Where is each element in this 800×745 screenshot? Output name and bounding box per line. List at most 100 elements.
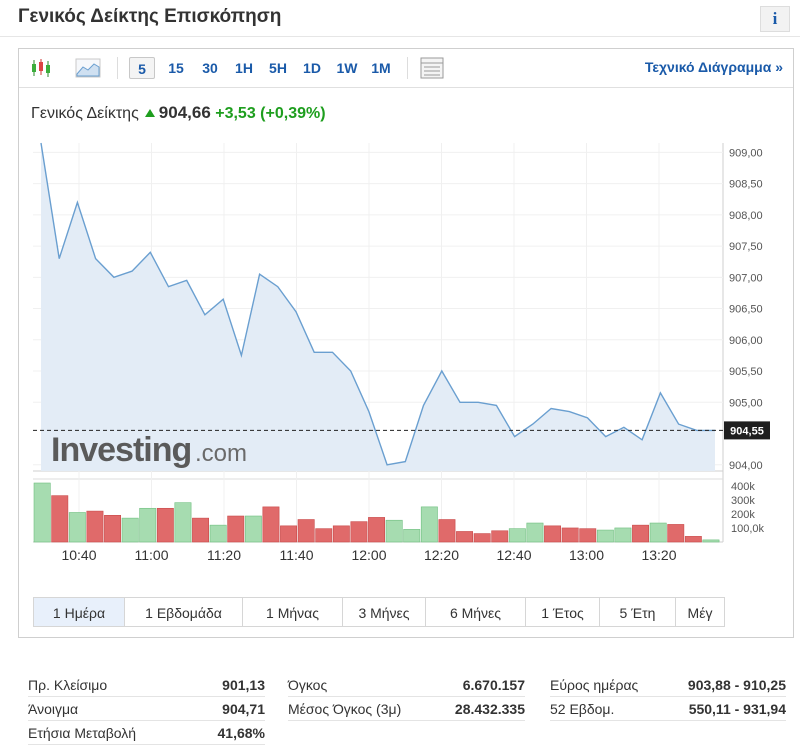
- range-tab-max[interactable]: Μέγ: [675, 597, 725, 627]
- volume-bar: [473, 533, 491, 543]
- index-price: 904,66: [158, 103, 211, 122]
- volume-bar: [684, 536, 702, 543]
- stat-value: 28.432.335: [454, 701, 525, 717]
- y-tick-label: 904,00: [729, 460, 763, 472]
- volume-bar: [561, 527, 579, 543]
- y-tick-label: 907,00: [729, 272, 763, 284]
- watermark-suffix: .com: [195, 440, 247, 467]
- stat-row: Άνοιγμα 904,71: [28, 698, 265, 721]
- stat-label: Άνοιγμα: [28, 701, 79, 717]
- x-tick-label: 12:00: [351, 547, 386, 563]
- volume-bar: [280, 525, 297, 543]
- x-tick-label: 13:20: [641, 547, 676, 563]
- volume-bar: [350, 521, 368, 543]
- volume-bar: [174, 502, 192, 543]
- watermark-brand: Investing: [51, 431, 191, 469]
- volume-tick-label: 200k: [731, 509, 755, 521]
- timeframe-5h[interactable]: 5H: [269, 60, 287, 76]
- stat-value: 904,71: [222, 701, 265, 717]
- volume-bar: [420, 506, 438, 543]
- volume-bar: [385, 519, 403, 543]
- price-line: [40, 142, 715, 466]
- timeframe-5[interactable]: 5: [129, 57, 155, 79]
- volume-bar: [544, 525, 562, 543]
- volume-bar: [649, 522, 667, 543]
- timeframe-15[interactable]: 15: [168, 60, 184, 76]
- volume-bar: [244, 515, 262, 543]
- timeframe-1d[interactable]: 1D: [303, 60, 321, 76]
- volume-bar: [596, 529, 614, 543]
- divider: [0, 36, 800, 37]
- volume-tick-label: 400k: [731, 481, 755, 493]
- x-tick-label: 12:20: [424, 547, 459, 563]
- y-tick-label: 906,00: [729, 335, 763, 347]
- x-tick-label: 10:40: [61, 547, 96, 563]
- range-tab-6m[interactable]: 6 Μήνες: [425, 597, 526, 627]
- timeframe-30[interactable]: 30: [202, 60, 218, 76]
- volume-bar: [702, 539, 720, 543]
- volume-bar: [156, 507, 174, 543]
- x-tick-label: 11:20: [207, 547, 241, 563]
- y-tick-label: 905,50: [729, 366, 763, 378]
- quote-header: Γενικός Δείκτης 904,66 +3,53 (+0,39%): [31, 103, 326, 123]
- range-tab-3m[interactable]: 3 Μήνες: [342, 597, 426, 627]
- stat-row: 52 Εβδομ. 550,11 - 931,94: [550, 698, 786, 721]
- y-tick-label: 907,50: [729, 241, 763, 253]
- volume-tick-label: 300k: [731, 495, 755, 507]
- stat-value: 903,88 - 910,25: [687, 677, 786, 693]
- chart-toolbar: 5 15 30 1H 5H 1D 1W 1M Τεχνικό Διάγραμμα…: [19, 49, 793, 88]
- volume-bar: [491, 530, 509, 543]
- index-name: Γενικός Δείκτης: [31, 105, 139, 122]
- volume-bar: [209, 524, 227, 543]
- volume-bar: [614, 527, 632, 543]
- volume-bar: [51, 495, 69, 543]
- volume-bar: [297, 519, 315, 543]
- table-view-icon[interactable]: [419, 56, 445, 80]
- range-tab-1d[interactable]: 1 Ημέρα: [33, 597, 125, 627]
- y-tick-label: 905,00: [729, 397, 763, 409]
- stat-row: Ετήσια Μεταβολή 41,68%: [28, 722, 265, 745]
- range-tab-1m[interactable]: 1 Μήνας: [242, 597, 343, 627]
- volume-bar: [456, 531, 473, 543]
- stat-label: 52 Εβδομ.: [550, 701, 615, 717]
- candlestick-icon[interactable]: [29, 56, 55, 80]
- stat-row: Πρ. Κλείσιμο 901,13: [28, 674, 265, 697]
- stat-value: 901,13: [222, 677, 265, 693]
- volume-tick-label: 100,0k: [731, 523, 765, 535]
- info-button[interactable]: i: [760, 6, 790, 32]
- price-area: [41, 143, 715, 471]
- stat-value: 550,11 - 931,94: [688, 701, 786, 717]
- timeframe-1w[interactable]: 1W: [336, 60, 358, 76]
- volume-bar: [526, 522, 544, 543]
- y-tick-label: 909,00: [729, 147, 763, 159]
- stat-value: 41,68%: [217, 725, 265, 741]
- volume-bar: [667, 524, 685, 543]
- volume-bar: [403, 529, 421, 543]
- toolbar-separator: [117, 57, 118, 79]
- x-tick-label: 12:40: [496, 547, 531, 563]
- y-tick-label: 906,50: [729, 304, 763, 316]
- volume-bar: [438, 519, 456, 543]
- technical-chart-link[interactable]: Τεχνικό Διάγραμμα »: [644, 59, 783, 75]
- last-value-box: [724, 421, 770, 440]
- stat-value: 6.670.157: [462, 677, 525, 693]
- volume-bar: [68, 512, 86, 543]
- stat-label: Όγκος: [288, 677, 328, 693]
- area-chart-icon[interactable]: [75, 56, 101, 80]
- volume-bar: [508, 528, 526, 543]
- volume-bar: [368, 517, 385, 543]
- y-tick-label: 908,00: [729, 210, 763, 222]
- timeframe-1m[interactable]: 1M: [371, 60, 391, 76]
- volume-bar: [315, 528, 333, 543]
- range-tab-5y[interactable]: 5 Έτη: [599, 597, 676, 627]
- volume-bar: [579, 528, 597, 543]
- volume-bar: [632, 524, 650, 543]
- range-tab-1y[interactable]: 1 Έτος: [525, 597, 600, 627]
- stat-label: Μέσος Όγκος (3μ): [288, 701, 402, 717]
- stat-row: Όγκος 6.670.157: [288, 674, 525, 697]
- volume-bar: [121, 517, 139, 543]
- y-tick-label: 908,50: [729, 179, 763, 191]
- range-tab-1w[interactable]: 1 Εβδομάδα: [124, 597, 243, 627]
- timeframe-1h[interactable]: 1H: [235, 60, 253, 76]
- price-chart[interactable]: 10:40 11:00 11:20 11:40 12:00 12:20 12:40 13:00…: [19, 49, 793, 595]
